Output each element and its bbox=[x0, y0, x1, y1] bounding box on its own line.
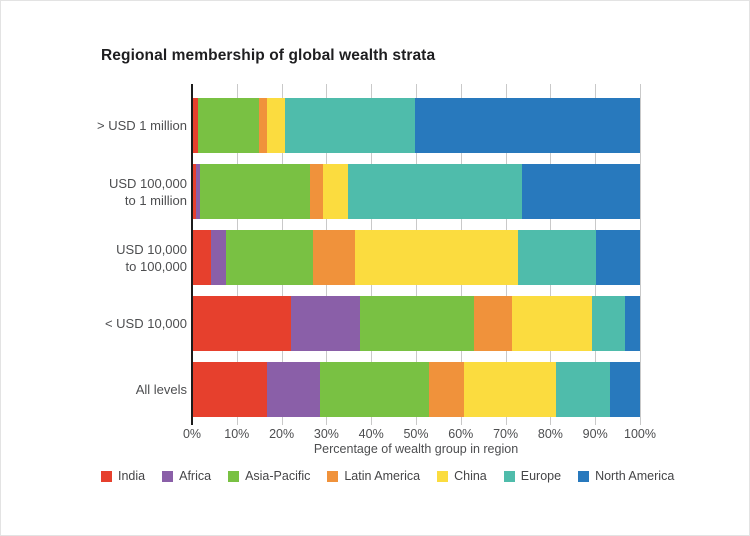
bar-segment bbox=[226, 230, 313, 285]
bar-segment bbox=[322, 164, 348, 219]
legend-label: Europe bbox=[520, 469, 562, 483]
legend-item: North America bbox=[578, 469, 674, 483]
category-label: > USD 1 million bbox=[97, 118, 187, 133]
legend-label: North America bbox=[595, 469, 675, 483]
category-label: USD 10,000 to 100,000 bbox=[116, 241, 187, 274]
bar-segment bbox=[197, 98, 259, 153]
bar-segment bbox=[609, 362, 640, 417]
x-tick-label: 80% bbox=[537, 427, 563, 441]
bar-row-0 bbox=[192, 98, 640, 153]
x-tick-label: 10% bbox=[224, 427, 250, 441]
x-tick-labels: 0% 10% 20% 30% 40% 50% 60% 70% 80% 90% 100% bbox=[183, 427, 656, 441]
x-tick-label: 70% bbox=[493, 427, 519, 441]
x-tick-label: 50% bbox=[403, 427, 429, 441]
legend-label: China bbox=[454, 469, 487, 483]
bar-segment bbox=[592, 296, 626, 351]
x-tick-label: 0% bbox=[182, 427, 202, 441]
x-tick-label: 30% bbox=[313, 427, 339, 441]
bar-segment bbox=[517, 230, 597, 285]
bar-segment bbox=[474, 296, 513, 351]
bar-segment bbox=[200, 164, 311, 219]
bar-segment bbox=[312, 230, 356, 285]
legend-label: Africa bbox=[179, 469, 212, 483]
legend-swatch-icon bbox=[327, 470, 339, 482]
bar-row-4 bbox=[192, 362, 640, 417]
bar-segment bbox=[192, 362, 267, 417]
plot-area bbox=[191, 84, 641, 425]
bar-segment bbox=[596, 230, 640, 285]
x-tick-label: 40% bbox=[358, 427, 384, 441]
legend-item: India bbox=[101, 469, 145, 483]
legend-item: Europe bbox=[503, 469, 562, 483]
x-axis-label: Percentage of wealth group in region bbox=[313, 442, 519, 456]
legend-item: Africa bbox=[162, 469, 211, 483]
bar-row-3 bbox=[192, 296, 640, 351]
bar-segment bbox=[266, 362, 320, 417]
bar-segment bbox=[310, 164, 323, 219]
bar-segment bbox=[355, 230, 518, 285]
legend-swatch-icon bbox=[503, 470, 515, 482]
legend-swatch-icon bbox=[162, 470, 174, 482]
bar-segment bbox=[291, 296, 361, 351]
category-label: USD 100,000 to 1 million bbox=[108, 175, 187, 208]
bar-segment bbox=[463, 362, 557, 417]
bar-segment bbox=[210, 230, 227, 285]
bar-segment bbox=[360, 296, 475, 351]
bar-segment bbox=[284, 98, 416, 153]
category-label: All levels bbox=[135, 382, 187, 397]
bar-segment bbox=[267, 98, 285, 153]
bar-segment bbox=[258, 98, 268, 153]
x-tick-label: 60% bbox=[448, 427, 474, 441]
chart-title: Regional membership of global wealth str… bbox=[101, 47, 436, 64]
bar-segment bbox=[429, 362, 464, 417]
bar-segment bbox=[192, 296, 292, 351]
bar-segment bbox=[347, 164, 523, 219]
legend-swatch-icon bbox=[101, 470, 112, 482]
category-label: < USD 10,000 bbox=[104, 316, 187, 331]
legend-item: Latin America bbox=[327, 469, 420, 483]
legend-swatch-icon bbox=[578, 470, 590, 482]
bar-segment bbox=[512, 296, 593, 351]
bar-row-1 bbox=[192, 164, 640, 219]
bar-segment bbox=[319, 362, 430, 417]
bar-row-2 bbox=[192, 230, 640, 285]
legend-swatch-icon bbox=[228, 470, 240, 482]
bar-segment bbox=[192, 98, 198, 153]
bar-segment bbox=[192, 230, 211, 285]
legend-label: India bbox=[118, 469, 146, 483]
legend: India Africa Asia-Pacific Latin America Chin… bbox=[101, 469, 674, 483]
gridline-100 bbox=[640, 84, 641, 425]
bar-segment bbox=[196, 164, 201, 219]
bar-segment bbox=[415, 98, 640, 153]
bar-segment bbox=[625, 296, 640, 351]
legend-label: Latin America bbox=[344, 469, 421, 483]
y-axis-line bbox=[191, 84, 193, 425]
bar-segment bbox=[192, 164, 197, 219]
legend-item: Asia-Pacific bbox=[228, 469, 310, 483]
x-tick-label: 20% bbox=[269, 427, 295, 441]
legend-item: China bbox=[437, 469, 487, 483]
x-tick-label: 100% bbox=[624, 427, 656, 441]
bar-segment bbox=[522, 164, 640, 219]
bar-segment bbox=[556, 362, 610, 417]
x-tick-label: 90% bbox=[582, 427, 608, 441]
legend-swatch-icon bbox=[437, 470, 449, 482]
legend-label: Asia-Pacific bbox=[245, 469, 311, 483]
